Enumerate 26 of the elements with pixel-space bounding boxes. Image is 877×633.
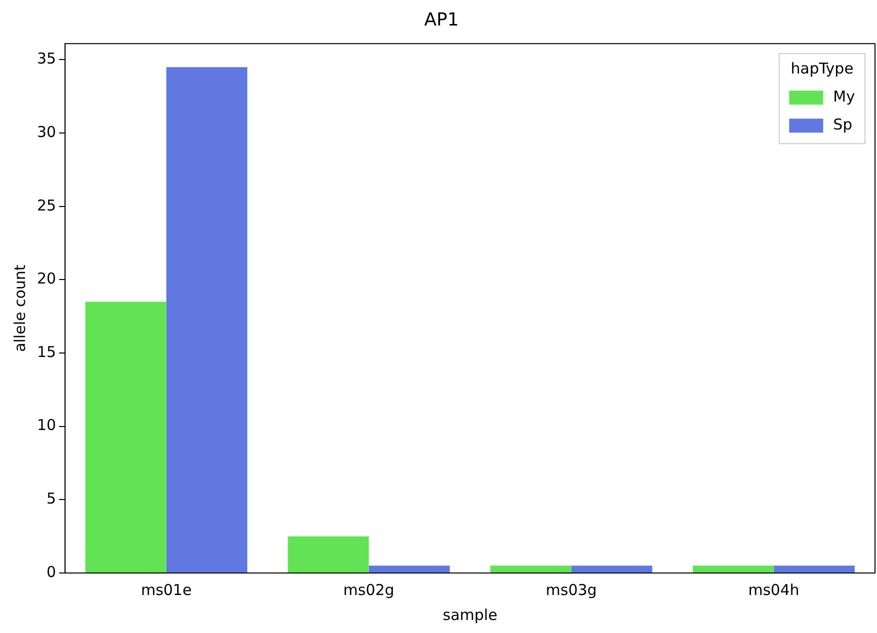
bar — [166, 67, 248, 572]
y-tick-label: 30 — [36, 122, 56, 141]
bar — [85, 302, 166, 572]
bar — [288, 536, 369, 572]
bar — [692, 566, 774, 572]
x-tick-label: ms03g — [546, 580, 597, 599]
y-tick-label: 25 — [36, 196, 56, 214]
x-tick-label: ms04h — [748, 580, 800, 599]
y-tick-label: 20 — [36, 270, 56, 288]
y-tick-label: 5 — [46, 490, 56, 508]
y-tick-label: 15 — [36, 342, 56, 361]
chart-title: AP1 — [424, 9, 459, 30]
y-tick-label: 0 — [46, 562, 56, 581]
legend-title: hapType — [790, 59, 854, 78]
y-axis-title: allele count — [10, 264, 29, 352]
y-tick-label: 10 — [36, 416, 56, 434]
x-axis-title: sample — [442, 606, 498, 624]
bar — [571, 566, 652, 572]
bar — [774, 566, 855, 572]
y-tick-label: 35 — [36, 50, 56, 68]
x-tick-label: ms01e — [140, 580, 192, 599]
legend-label: Sp — [833, 115, 852, 134]
legend-label: My — [833, 87, 856, 106]
bar — [490, 566, 572, 572]
x-tick-label: ms02g — [343, 580, 394, 599]
bar — [368, 566, 450, 572]
